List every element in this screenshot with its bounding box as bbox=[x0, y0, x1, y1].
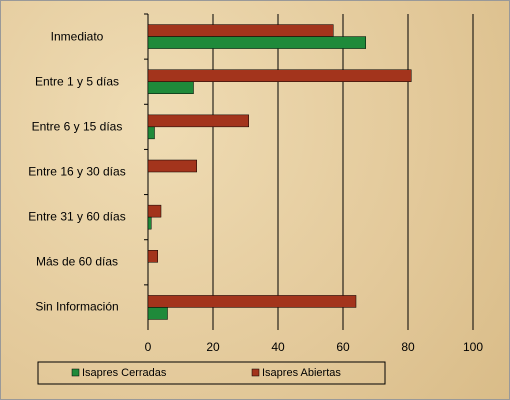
bar bbox=[147, 159, 197, 173]
legend-swatch bbox=[251, 368, 260, 377]
y-tick-label: Entre 31 y 60 días bbox=[28, 209, 126, 224]
x-tick-label: 20 bbox=[206, 340, 220, 354]
x-tick-label: 80 bbox=[401, 340, 415, 354]
x-tick-label: 0 bbox=[145, 340, 152, 354]
legend-box bbox=[37, 361, 386, 385]
bar bbox=[147, 24, 334, 37]
x-tick-label: 60 bbox=[336, 340, 350, 354]
y-tick-label: Más de 60 días bbox=[35, 254, 119, 269]
x-tick-label: 100 bbox=[463, 340, 483, 354]
y-tick-label: Entre 16 y 30 días bbox=[28, 164, 126, 179]
legend-label: Isapres Abiertas bbox=[262, 367, 341, 379]
legend-swatch bbox=[71, 368, 80, 377]
bar bbox=[147, 204, 162, 218]
bar bbox=[147, 81, 194, 94]
bar bbox=[147, 36, 366, 49]
bar bbox=[147, 69, 412, 82]
y-tick-label: Inmediato bbox=[50, 29, 104, 44]
y-tick-label: Entre 6 y 15 días bbox=[31, 119, 123, 134]
y-tick-label: Entre 1 y 5 días bbox=[34, 74, 120, 89]
x-tick-label: 40 bbox=[271, 340, 285, 354]
legend-label: Isapres Cerradas bbox=[82, 367, 167, 379]
bar bbox=[147, 307, 168, 320]
bar bbox=[147, 250, 158, 263]
bar bbox=[147, 295, 357, 308]
bar bbox=[147, 126, 155, 140]
y-tick-label: Sin Información bbox=[35, 299, 119, 314]
bar bbox=[147, 216, 152, 230]
bar bbox=[147, 114, 249, 128]
